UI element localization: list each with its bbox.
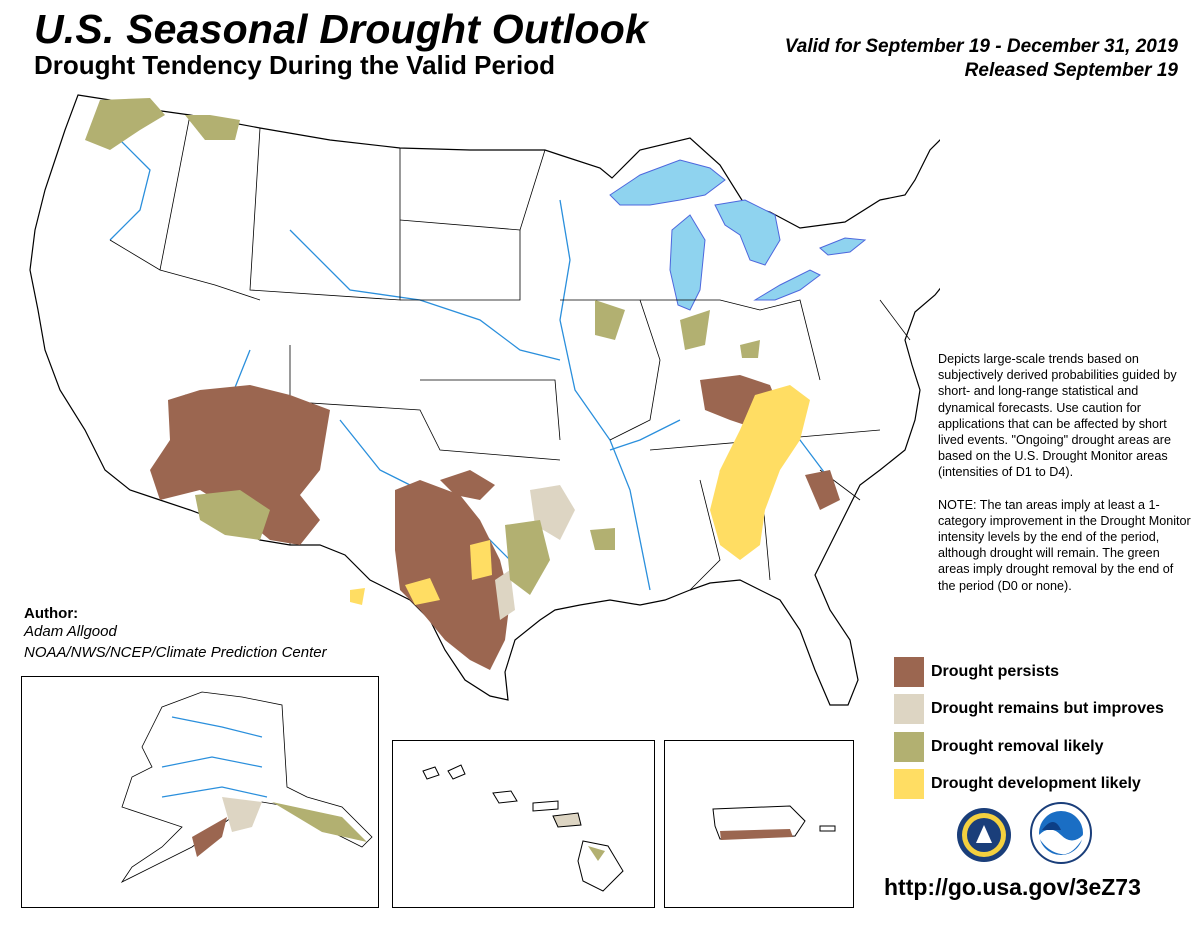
legend-swatch	[894, 732, 924, 762]
description-panel: Depicts large-scale trends based on subj…	[938, 351, 1193, 610]
legend-label: Drought persists	[931, 663, 1060, 680]
legend-label: Drought remains but improves	[931, 700, 1164, 717]
legend-swatch	[894, 657, 924, 687]
doc-seal-icon	[956, 807, 1012, 863]
page-title: U.S. Seasonal Drought Outlook	[34, 6, 649, 52]
description-text: Depicts large-scale trends based on subj…	[938, 352, 1177, 480]
hawaii-inset	[392, 740, 655, 908]
release-date: Released September 19	[964, 60, 1178, 81]
legend-label: Drought development likely	[931, 775, 1141, 792]
drought-persists-areas	[150, 375, 840, 670]
url-link[interactable]: http://go.usa.gov/3eZ73	[884, 874, 1141, 900]
alaska-inset	[21, 676, 379, 908]
author-label: Author:	[24, 605, 79, 622]
page-subtitle: Drought Tendency During the Valid Period	[34, 50, 556, 80]
author-org: NOAA/NWS/NCEP/Climate Prediction Center	[24, 644, 327, 661]
noaa-logo-icon	[1030, 802, 1092, 864]
legend-label: Drought removal likely	[931, 738, 1104, 755]
legend-swatch	[894, 769, 924, 799]
puerto-rico-inset	[664, 740, 854, 908]
conus-map	[29, 94, 940, 706]
valid-period: Valid for September 19 - December 31, 20…	[784, 36, 1178, 57]
great-lakes	[609, 159, 867, 311]
author-name: Adam Allgood	[24, 623, 117, 640]
description-note: NOTE: The tan areas imply at least a 1-c…	[938, 497, 1191, 593]
legend-swatch	[894, 694, 924, 724]
drought-development-areas	[350, 385, 810, 605]
drought-removal-areas	[85, 98, 760, 595]
